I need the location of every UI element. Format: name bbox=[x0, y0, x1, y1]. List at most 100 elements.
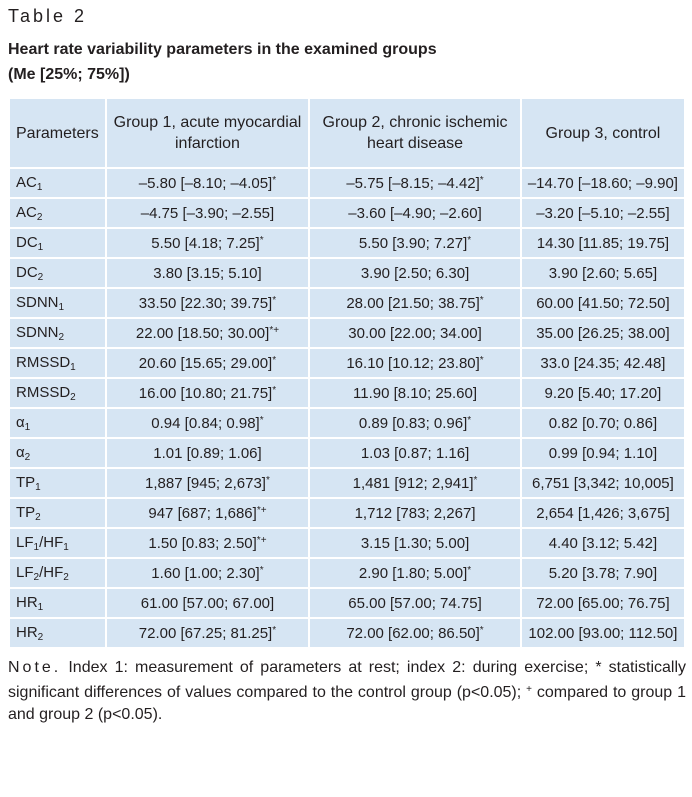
cell-value: 1.50 [0.83; 2.50] bbox=[148, 534, 257, 552]
cell-value: 3.90 [2.50; 6.30] bbox=[360, 264, 470, 282]
value-cell: 16.00 [10.80; 21.75]* bbox=[104, 377, 311, 409]
value-cell: 30.00 [22.00; 34.00] bbox=[308, 317, 522, 349]
cell-value: –14.70 [–18.60; –9.90] bbox=[527, 174, 678, 192]
cell-value: 60.00 [41.50; 72.50] bbox=[536, 294, 670, 312]
value-cell: 72.00 [62.00; 86.50]* bbox=[308, 617, 522, 649]
value-cell: 3.90 [2.50; 6.30] bbox=[308, 257, 522, 289]
parameter-index: 1 bbox=[63, 541, 69, 553]
note-text: compared to group 1 and group 2 (p<0.05)… bbox=[8, 684, 686, 723]
cell-value: 65.00 [57.00; 74.75] bbox=[348, 594, 482, 612]
significance-mark: * bbox=[473, 474, 478, 486]
parameter-cell: TP1 bbox=[8, 467, 107, 499]
parameter-name: TP bbox=[16, 473, 36, 491]
parameter-index: 2 bbox=[70, 391, 76, 403]
cell-value: 61.00 [57.00; 67.00] bbox=[140, 594, 275, 612]
parameter-cell: AC1 bbox=[8, 167, 107, 199]
column-header: Group 3, control bbox=[519, 97, 687, 169]
significance-mark: *+ bbox=[269, 324, 280, 336]
cell-value: 72.00 [67.25; 81.25] bbox=[138, 624, 273, 642]
table-head: Parameters Group 1, acute myocardial infa… bbox=[8, 97, 687, 169]
table-label: Table 2 bbox=[8, 6, 88, 26]
parameter-name: SDNN bbox=[16, 323, 59, 341]
significance-mark: * bbox=[272, 294, 277, 306]
value-cell: 1,481 [912; 2,941]* bbox=[308, 467, 522, 499]
value-cell: 1.03 [0.87; 1.16] bbox=[308, 437, 522, 469]
value-cell: –5.75 [–8.15; –4.42]* bbox=[308, 167, 522, 199]
parameter-cell: α1 bbox=[8, 407, 107, 439]
significance-mark: * bbox=[272, 624, 277, 636]
table-row: α2 1.01 [0.89; 1.06] 1.03 [0.87; 1.16] 0.99… bbox=[8, 437, 687, 469]
significance-mark: * bbox=[272, 174, 277, 186]
parameter-index: 2 bbox=[63, 571, 69, 583]
cell-value: –5.80 [–8.10; –4.05] bbox=[138, 174, 273, 192]
parameter-cell: SDNN2 bbox=[8, 317, 107, 349]
significance-mark: * bbox=[272, 354, 277, 366]
value-cell: 11.90 [8.10; 25.60] bbox=[308, 377, 522, 409]
significance-mark: * bbox=[265, 474, 270, 486]
table-row: RMSSD1 20.60 [15.65; 29.00]* 16.10 [10.12;… bbox=[8, 347, 687, 379]
value-cell: 72.00 [65.00; 76.75] bbox=[519, 587, 687, 619]
table-title: Heart rate variability parameters in the… bbox=[8, 41, 437, 58]
column-header: Parameters bbox=[8, 97, 107, 169]
significance-mark: * bbox=[479, 624, 484, 636]
parameter-name: DC bbox=[16, 233, 38, 251]
parameter-index: 2 bbox=[24, 451, 31, 463]
value-cell: –14.70 [–18.60; –9.90] bbox=[519, 167, 687, 199]
table-row: α1 0.94 [0.84; 0.98]* 0.89 [0.83; 0.96]* 0.… bbox=[8, 407, 687, 439]
significance-mark: * bbox=[467, 414, 472, 426]
parameter-name: LF bbox=[16, 533, 34, 551]
value-cell: –5.80 [–8.10; –4.05]* bbox=[104, 167, 311, 199]
parameter-index: 1 bbox=[58, 301, 65, 313]
parameter-index: 2 bbox=[37, 631, 44, 643]
cell-value: 2.90 [1.80; 5.00] bbox=[358, 564, 468, 582]
parameter-index: 2 bbox=[33, 571, 40, 583]
value-cell: 60.00 [41.50; 72.50] bbox=[519, 287, 687, 319]
significance-mark: * bbox=[259, 414, 264, 426]
value-cell: 20.60 [15.65; 29.00]* bbox=[104, 347, 311, 379]
cell-value: 16.00 [10.80; 21.75] bbox=[138, 384, 273, 402]
value-cell: 0.94 [0.84; 0.98]* bbox=[104, 407, 311, 439]
table-row: AC2 –4.75 [–3.90; –2.55] –3.60 [–4.90; –2.… bbox=[8, 197, 687, 229]
table-row: LF2/HF2 1.60 [1.00; 2.30]* 2.90 [1.80; 5.0… bbox=[8, 557, 687, 589]
value-cell: 35.00 [26.25; 38.00] bbox=[519, 317, 687, 349]
cell-value: 1,712 [783; 2,267] bbox=[354, 504, 476, 522]
cell-value: 1,887 [945; 2,673] bbox=[145, 474, 266, 492]
value-cell: 1.50 [0.83; 2.50]*+ bbox=[104, 527, 311, 559]
cell-value: 5.20 [3.78; 7.90] bbox=[548, 564, 658, 582]
parameter-cell: HR2 bbox=[8, 617, 107, 649]
parameter-index: 1 bbox=[37, 601, 44, 613]
table-row: SDNN2 22.00 [18.50; 30.00]*+ 30.00 [22.00;… bbox=[8, 317, 687, 349]
cell-value: –3.60 [–4.90; –2.60] bbox=[348, 204, 482, 222]
cell-value: 1.03 [0.87; 1.16] bbox=[360, 444, 470, 462]
table-body: AC1 –5.80 [–8.10; –4.05]* –5.75 [–8.15; –4… bbox=[8, 167, 687, 649]
cell-value: 33.50 [22.30; 39.75] bbox=[138, 294, 273, 312]
parameter-cell: RMSSD2 bbox=[8, 377, 107, 409]
parameter-name: RMSSD bbox=[16, 383, 71, 401]
cell-value: 20.60 [15.65; 29.00] bbox=[138, 354, 273, 372]
table-row: DC1 5.50 [4.18; 7.25]* 5.50 [3.90; 7.27]* 1… bbox=[8, 227, 687, 259]
cell-value: 2,654 [1,426; 3,675] bbox=[536, 504, 670, 522]
value-cell: 3.15 [1.30; 5.00] bbox=[308, 527, 522, 559]
significance-mark: * bbox=[259, 564, 264, 576]
cell-value: 22.00 [18.50; 30.00] bbox=[135, 324, 270, 342]
cell-value: 0.99 [0.94; 1.10] bbox=[548, 444, 658, 462]
cell-value: 72.00 [65.00; 76.75] bbox=[536, 594, 670, 612]
parameter-name: AC bbox=[16, 203, 37, 221]
significance-mark: * bbox=[479, 354, 484, 366]
cell-value: 1.01 [0.89; 1.06] bbox=[153, 444, 262, 462]
parameter-index: 1 bbox=[36, 181, 43, 193]
note-text: Index 1: measurement of parameters at re… bbox=[8, 659, 687, 701]
value-cell: 1,712 [783; 2,267] bbox=[308, 497, 522, 529]
parameter-cell: DC2 bbox=[8, 257, 107, 289]
value-cell: 5.20 [3.78; 7.90] bbox=[519, 557, 687, 589]
table-row: SDNN1 33.50 [22.30; 39.75]* 28.00 [21.50; … bbox=[8, 287, 687, 319]
cell-value: –5.75 [–8.15; –4.42] bbox=[346, 174, 480, 192]
significance-mark: * bbox=[467, 234, 472, 246]
value-cell: 14.30 [11.85; 19.75] bbox=[519, 227, 687, 259]
value-cell: 1.60 [1.00; 2.30]* bbox=[104, 557, 311, 589]
cell-value: 33.0 [24.35; 42.48] bbox=[540, 354, 666, 372]
value-cell: 0.99 [0.94; 1.10] bbox=[519, 437, 687, 469]
data-table: Parameters Group 1, acute myocardial infa… bbox=[8, 97, 687, 649]
